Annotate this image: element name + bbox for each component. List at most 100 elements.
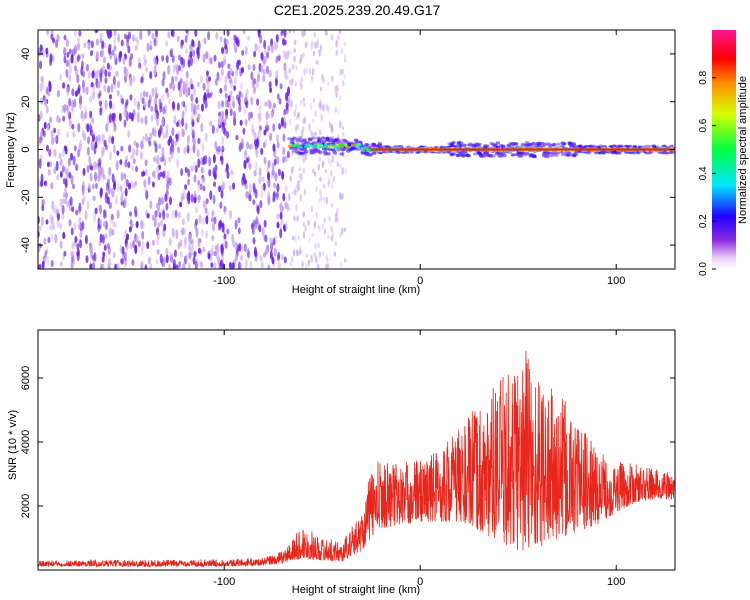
noise-cell <box>197 158 201 169</box>
noise-cell <box>241 49 245 56</box>
noise-cell <box>198 214 202 224</box>
noise-cell <box>93 211 97 223</box>
noise-cell <box>344 58 347 63</box>
noise-cell <box>254 143 258 150</box>
noise-cell <box>97 173 101 182</box>
noise-cell <box>149 71 153 80</box>
noise-cell <box>104 69 108 78</box>
noise-cell <box>272 197 276 203</box>
noise-cell <box>159 124 163 135</box>
noise-cell <box>94 207 98 215</box>
noise-cell <box>264 101 268 107</box>
noise-cell <box>325 253 328 261</box>
noise-cell <box>107 246 111 255</box>
noise-cell <box>122 266 126 269</box>
noise-cell <box>255 215 259 225</box>
noise-cell <box>231 95 235 106</box>
noise-cell <box>144 168 148 176</box>
noise-cell <box>147 176 151 186</box>
noise-cell <box>206 88 210 95</box>
noise-cell <box>48 82 52 93</box>
noise-cell <box>197 184 201 192</box>
noise-cell <box>255 79 259 90</box>
noise-cell <box>284 69 288 80</box>
signal-halo <box>311 136 317 140</box>
noise-cell <box>272 170 276 179</box>
signal-cell <box>318 143 323 146</box>
noise-cell <box>305 41 308 48</box>
noise-cell <box>159 219 163 227</box>
noise-cell <box>73 98 77 108</box>
noise-cell <box>50 259 54 268</box>
noise-cell <box>327 81 330 87</box>
noise-cell <box>242 127 246 135</box>
noise-cell <box>233 76 237 85</box>
signal-halo <box>291 149 297 153</box>
noise-cell <box>334 240 338 247</box>
signal-cell <box>287 144 292 148</box>
noise-cell <box>323 217 326 223</box>
noise-cell <box>117 33 121 42</box>
noise-cell <box>137 240 141 247</box>
noise-cell <box>101 256 105 263</box>
noise-cell <box>307 219 310 226</box>
noise-cell <box>280 116 284 127</box>
noise-cell <box>333 251 336 257</box>
noise-cell <box>261 176 265 183</box>
noise-cell <box>201 176 205 184</box>
noise-cell <box>268 69 272 78</box>
noise-cell <box>126 40 130 49</box>
signal-halo <box>310 151 316 155</box>
noise-cell <box>214 78 218 86</box>
noise-cell <box>234 253 238 262</box>
noise-cell <box>129 241 133 250</box>
signal-halo <box>308 137 313 141</box>
noise-cell <box>268 81 272 89</box>
noise-cell <box>160 197 164 206</box>
noise-cell <box>120 172 124 182</box>
noise-cell <box>59 158 63 167</box>
noise-cell <box>63 250 67 257</box>
signal-halo <box>317 140 322 144</box>
noise-cell <box>106 242 110 249</box>
noise-cell <box>53 135 57 142</box>
noise-cell <box>140 76 144 84</box>
noise-cell <box>123 119 127 128</box>
noise-cell <box>132 158 136 165</box>
noise-cell <box>239 67 243 77</box>
noise-cell <box>277 55 281 61</box>
noise-cell <box>143 54 147 63</box>
noise-cell <box>49 212 53 222</box>
noise-cell <box>102 173 106 180</box>
noise-cell <box>49 53 53 63</box>
noise-cell <box>269 132 273 142</box>
noise-cell <box>213 181 217 188</box>
noise-cell <box>56 33 60 42</box>
noise-cell <box>146 212 150 219</box>
signal-halo <box>356 147 361 152</box>
noise-cell <box>204 101 208 109</box>
noise-cell <box>254 43 258 52</box>
noise-cell <box>64 197 68 205</box>
noise-cell <box>316 60 320 66</box>
noise-cell <box>86 123 90 133</box>
colorbar-label: Normalized spectral amplitude <box>737 76 749 224</box>
noise-cell <box>203 37 207 45</box>
noise-cell <box>81 180 85 190</box>
noise-cell <box>110 83 114 93</box>
noise-cell <box>291 77 294 83</box>
noise-cell <box>199 261 203 268</box>
noise-cell <box>62 231 66 240</box>
noise-cell <box>65 60 69 68</box>
noise-cell <box>276 141 280 149</box>
noise-cell <box>233 41 237 48</box>
noise-cell <box>267 198 271 207</box>
signal-halo <box>561 142 566 146</box>
noise-cell <box>190 193 194 203</box>
noise-cell <box>47 91 51 97</box>
noise-cell <box>91 255 95 261</box>
noise-cell <box>215 31 219 40</box>
noise-cell <box>99 219 103 226</box>
signal-halo <box>321 136 326 140</box>
noise-cell <box>227 70 231 79</box>
